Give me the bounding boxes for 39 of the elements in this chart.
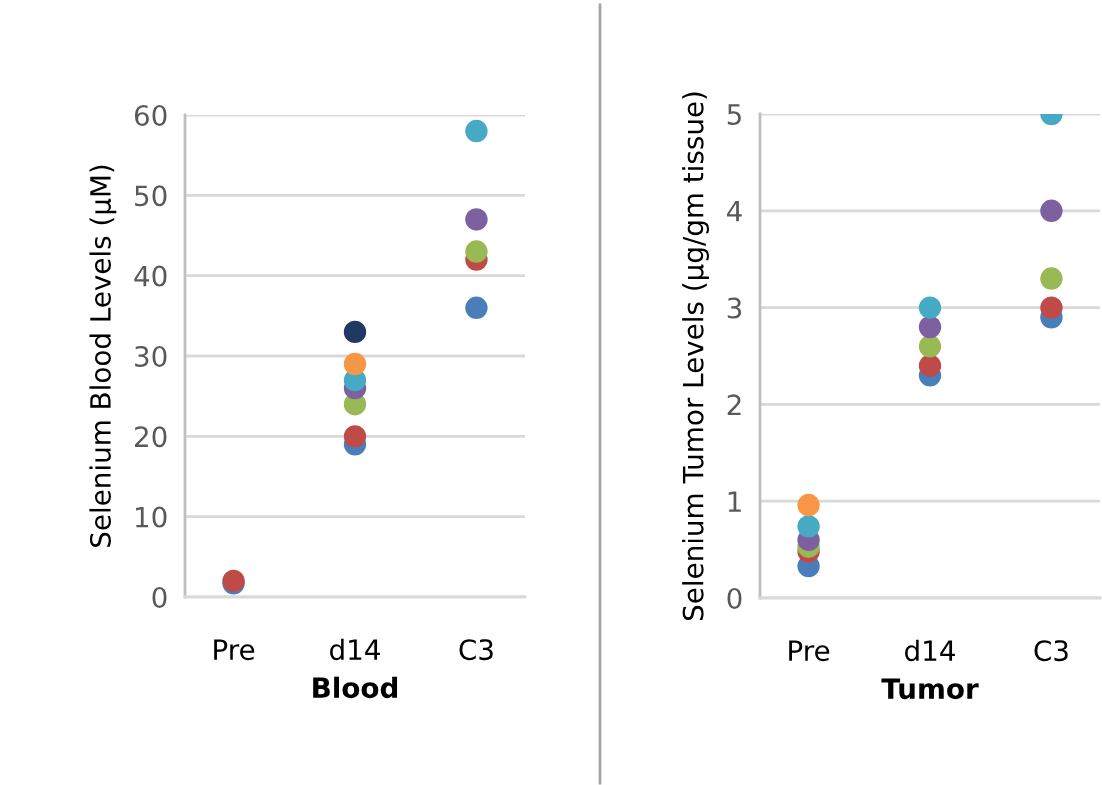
- x-axis-title: Tumor: [881, 678, 979, 700]
- y-tick-label: 40: [134, 265, 167, 287]
- x-tick-label: Pre: [789, 640, 830, 662]
- x-tick-label: d14: [330, 638, 380, 661]
- y-tick-label: 2: [727, 394, 741, 415]
- point: [797, 493, 820, 517]
- y-tick-label: 30: [135, 345, 167, 367]
- point: [1040, 267, 1063, 290]
- point: [918, 354, 942, 377]
- y-axis-title: Selenium Blood Levels (µM): [89, 165, 117, 547]
- point: [343, 320, 367, 344]
- point: [465, 208, 488, 231]
- point: [1040, 199, 1063, 222]
- y-tick-label: 3: [727, 297, 742, 319]
- point: [343, 352, 367, 376]
- y-tick-label: 20: [135, 426, 167, 448]
- point: [918, 315, 942, 339]
- y-tick-label: 4: [727, 201, 742, 222]
- point: [465, 119, 488, 143]
- y-tick-label: 60: [134, 104, 167, 126]
- x-tick-label: Pre: [214, 639, 255, 661]
- y-tick-label: 0: [152, 586, 167, 608]
- point: [343, 425, 367, 448]
- point: [1040, 296, 1063, 319]
- y-tick-label: 10: [136, 506, 167, 528]
- point: [465, 240, 488, 263]
- x-axis-title: Blood: [313, 676, 398, 699]
- x-tick-label: d14: [905, 639, 955, 662]
- point: [918, 335, 942, 358]
- x-tick-label: C3: [1034, 640, 1068, 662]
- point: [465, 296, 488, 319]
- y-tick-label: 50: [135, 185, 167, 207]
- y-tick-label: 0: [727, 587, 742, 609]
- point: [797, 515, 820, 538]
- y-tick-label: 5: [727, 104, 741, 125]
- point: [918, 296, 942, 319]
- x-tick-label: C3: [459, 639, 493, 661]
- y-tick-label: 1: [728, 491, 741, 512]
- y-axis-title: Selenium Tumor Levels (µg/gm tissue): [682, 92, 709, 621]
